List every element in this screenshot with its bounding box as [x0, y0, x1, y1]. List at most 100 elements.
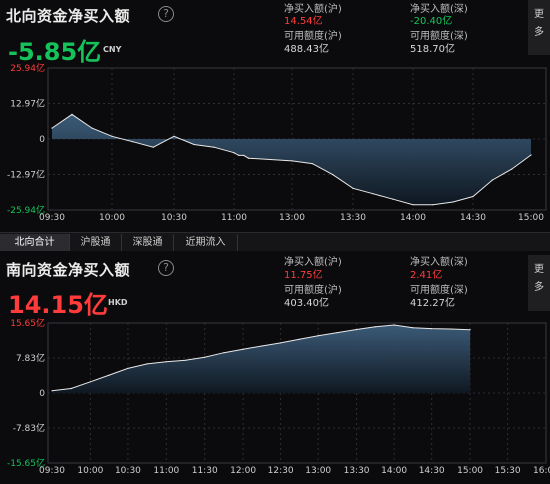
data-point [127, 367, 129, 369]
north-sz-quota-value: 518.70亿 [410, 44, 455, 55]
north-more-button[interactable]: 更多 [528, 0, 550, 55]
data-point [146, 363, 148, 365]
data-point [393, 324, 395, 326]
x-tick-label: 10:00 [99, 213, 125, 223]
northbound-tabs: 北向合计 沪股通 深股通 近期流入 [0, 232, 550, 251]
south-sh-buy-value: 11.75亿 [284, 270, 323, 281]
southbound-net-value: 14.15亿 [8, 291, 108, 319]
north-more-label: 更多 [534, 9, 544, 38]
data-point [193, 143, 195, 146]
y-tick-label: 12.97亿 [10, 98, 45, 110]
data-point [223, 352, 225, 354]
x-tick-label: 09:30 [39, 213, 65, 223]
data-point [317, 335, 319, 337]
south-sh-quota-label: 可用额度(沪) [284, 285, 342, 296]
south-more-label: 更多 [534, 264, 544, 293]
y-tick-label: 15.65亿 [10, 317, 45, 329]
data-point [71, 113, 73, 115]
x-tick-label: 12:30 [268, 466, 294, 476]
data-point [412, 204, 414, 206]
data-point [291, 160, 293, 162]
data-point [70, 387, 72, 390]
south-sh-buy-label: 净买入额(沪) [284, 257, 342, 268]
area-fill [52, 114, 531, 205]
data-point [91, 127, 93, 129]
x-tick-label: 10:30 [161, 213, 187, 223]
data-point [173, 135, 175, 137]
data-point [392, 198, 394, 200]
data-point [247, 157, 250, 159]
northbound-currency: CNY [103, 45, 122, 54]
data-point [452, 201, 454, 203]
south-more-button[interactable]: 更多 [528, 255, 550, 311]
y-tick-label: 0 [39, 389, 45, 399]
x-tick-label: 10:30 [115, 466, 141, 476]
y-tick-label: 7.83亿 [16, 352, 45, 364]
y-tick-label: -7.83亿 [13, 422, 45, 434]
x-tick-label: 13:30 [344, 466, 370, 476]
data-point [432, 204, 434, 206]
southbound-currency: HKD [108, 298, 128, 307]
data-point [238, 154, 240, 156]
data-point [132, 141, 134, 143]
x-tick-label: 10:00 [77, 466, 103, 476]
data-point [412, 327, 414, 329]
data-point [374, 326, 376, 328]
x-tick-label: 11:00 [221, 213, 247, 223]
data-point [204, 356, 206, 358]
tab-recent-inflow[interactable]: 近期流入 [174, 234, 238, 251]
x-tick-label: 09:30 [39, 466, 65, 476]
northbound-net-value: -5.85亿 [8, 38, 102, 66]
south-sz-quota-value: 412.27亿 [410, 298, 455, 309]
x-tick-label: 15:00 [457, 466, 483, 476]
data-point [431, 328, 433, 330]
data-point [242, 348, 244, 350]
north-sz-quota-label: 可用额度(深) [410, 31, 468, 42]
data-point [165, 361, 167, 363]
area-fill [52, 325, 471, 393]
tab-shanghai-connect[interactable]: 沪股通 [70, 234, 122, 251]
north-sh-quota-label: 可用额度(沪) [284, 31, 342, 42]
tab-shenzhen-connect[interactable]: 深股通 [122, 234, 174, 251]
data-point [332, 174, 334, 176]
data-point [469, 329, 471, 331]
x-tick-label: 14:30 [460, 213, 486, 223]
northbound-title: 北向资金净买入额 [6, 7, 131, 25]
data-point [51, 127, 53, 129]
x-tick-label: 14:30 [419, 466, 445, 476]
y-tick-label: 25.94亿 [10, 62, 45, 74]
y-tick-label: -25.94亿 [7, 204, 45, 216]
x-tick-label: 14:00 [400, 213, 426, 223]
data-point [472, 195, 474, 198]
data-point [356, 328, 358, 331]
data-point [152, 146, 154, 148]
x-tick-label: 11:30 [192, 466, 218, 476]
northbound-help-icon[interactable]: ? [158, 6, 174, 22]
x-tick-label: 15:00 [518, 213, 544, 223]
data-point [336, 332, 338, 334]
south-sz-quota-label: 可用额度(深) [410, 285, 468, 296]
data-point [111, 135, 113, 137]
southbound-title: 南向资金净买入额 [6, 261, 131, 279]
data-point [280, 342, 282, 344]
y-tick-label: -15.65亿 [7, 457, 45, 469]
southbound-panel: 南向资金净买入额 ? 14.15亿 HKD 净买入额(沪) 11.75亿 净买入… [0, 251, 550, 484]
x-tick-label: 13:30 [340, 213, 366, 223]
data-point [311, 163, 313, 165]
x-tick-label: 13:00 [279, 213, 305, 223]
tab-north-total[interactable]: 北向合计 [0, 234, 70, 251]
north-sz-buy-value: -20.40亿 [410, 16, 453, 27]
data-point [511, 168, 513, 170]
southbound-help-icon[interactable]: ? [158, 260, 174, 276]
x-tick-label: 16:00 [533, 466, 550, 476]
south-sz-buy-label: 净买入额(深) [410, 257, 468, 268]
data-point [108, 374, 110, 376]
data-point [450, 328, 452, 330]
data-point [233, 152, 235, 154]
north-sh-buy-value: 14.54亿 [284, 16, 323, 27]
x-tick-label: 14:00 [381, 466, 407, 476]
data-point [51, 390, 53, 392]
data-point [530, 154, 532, 156]
